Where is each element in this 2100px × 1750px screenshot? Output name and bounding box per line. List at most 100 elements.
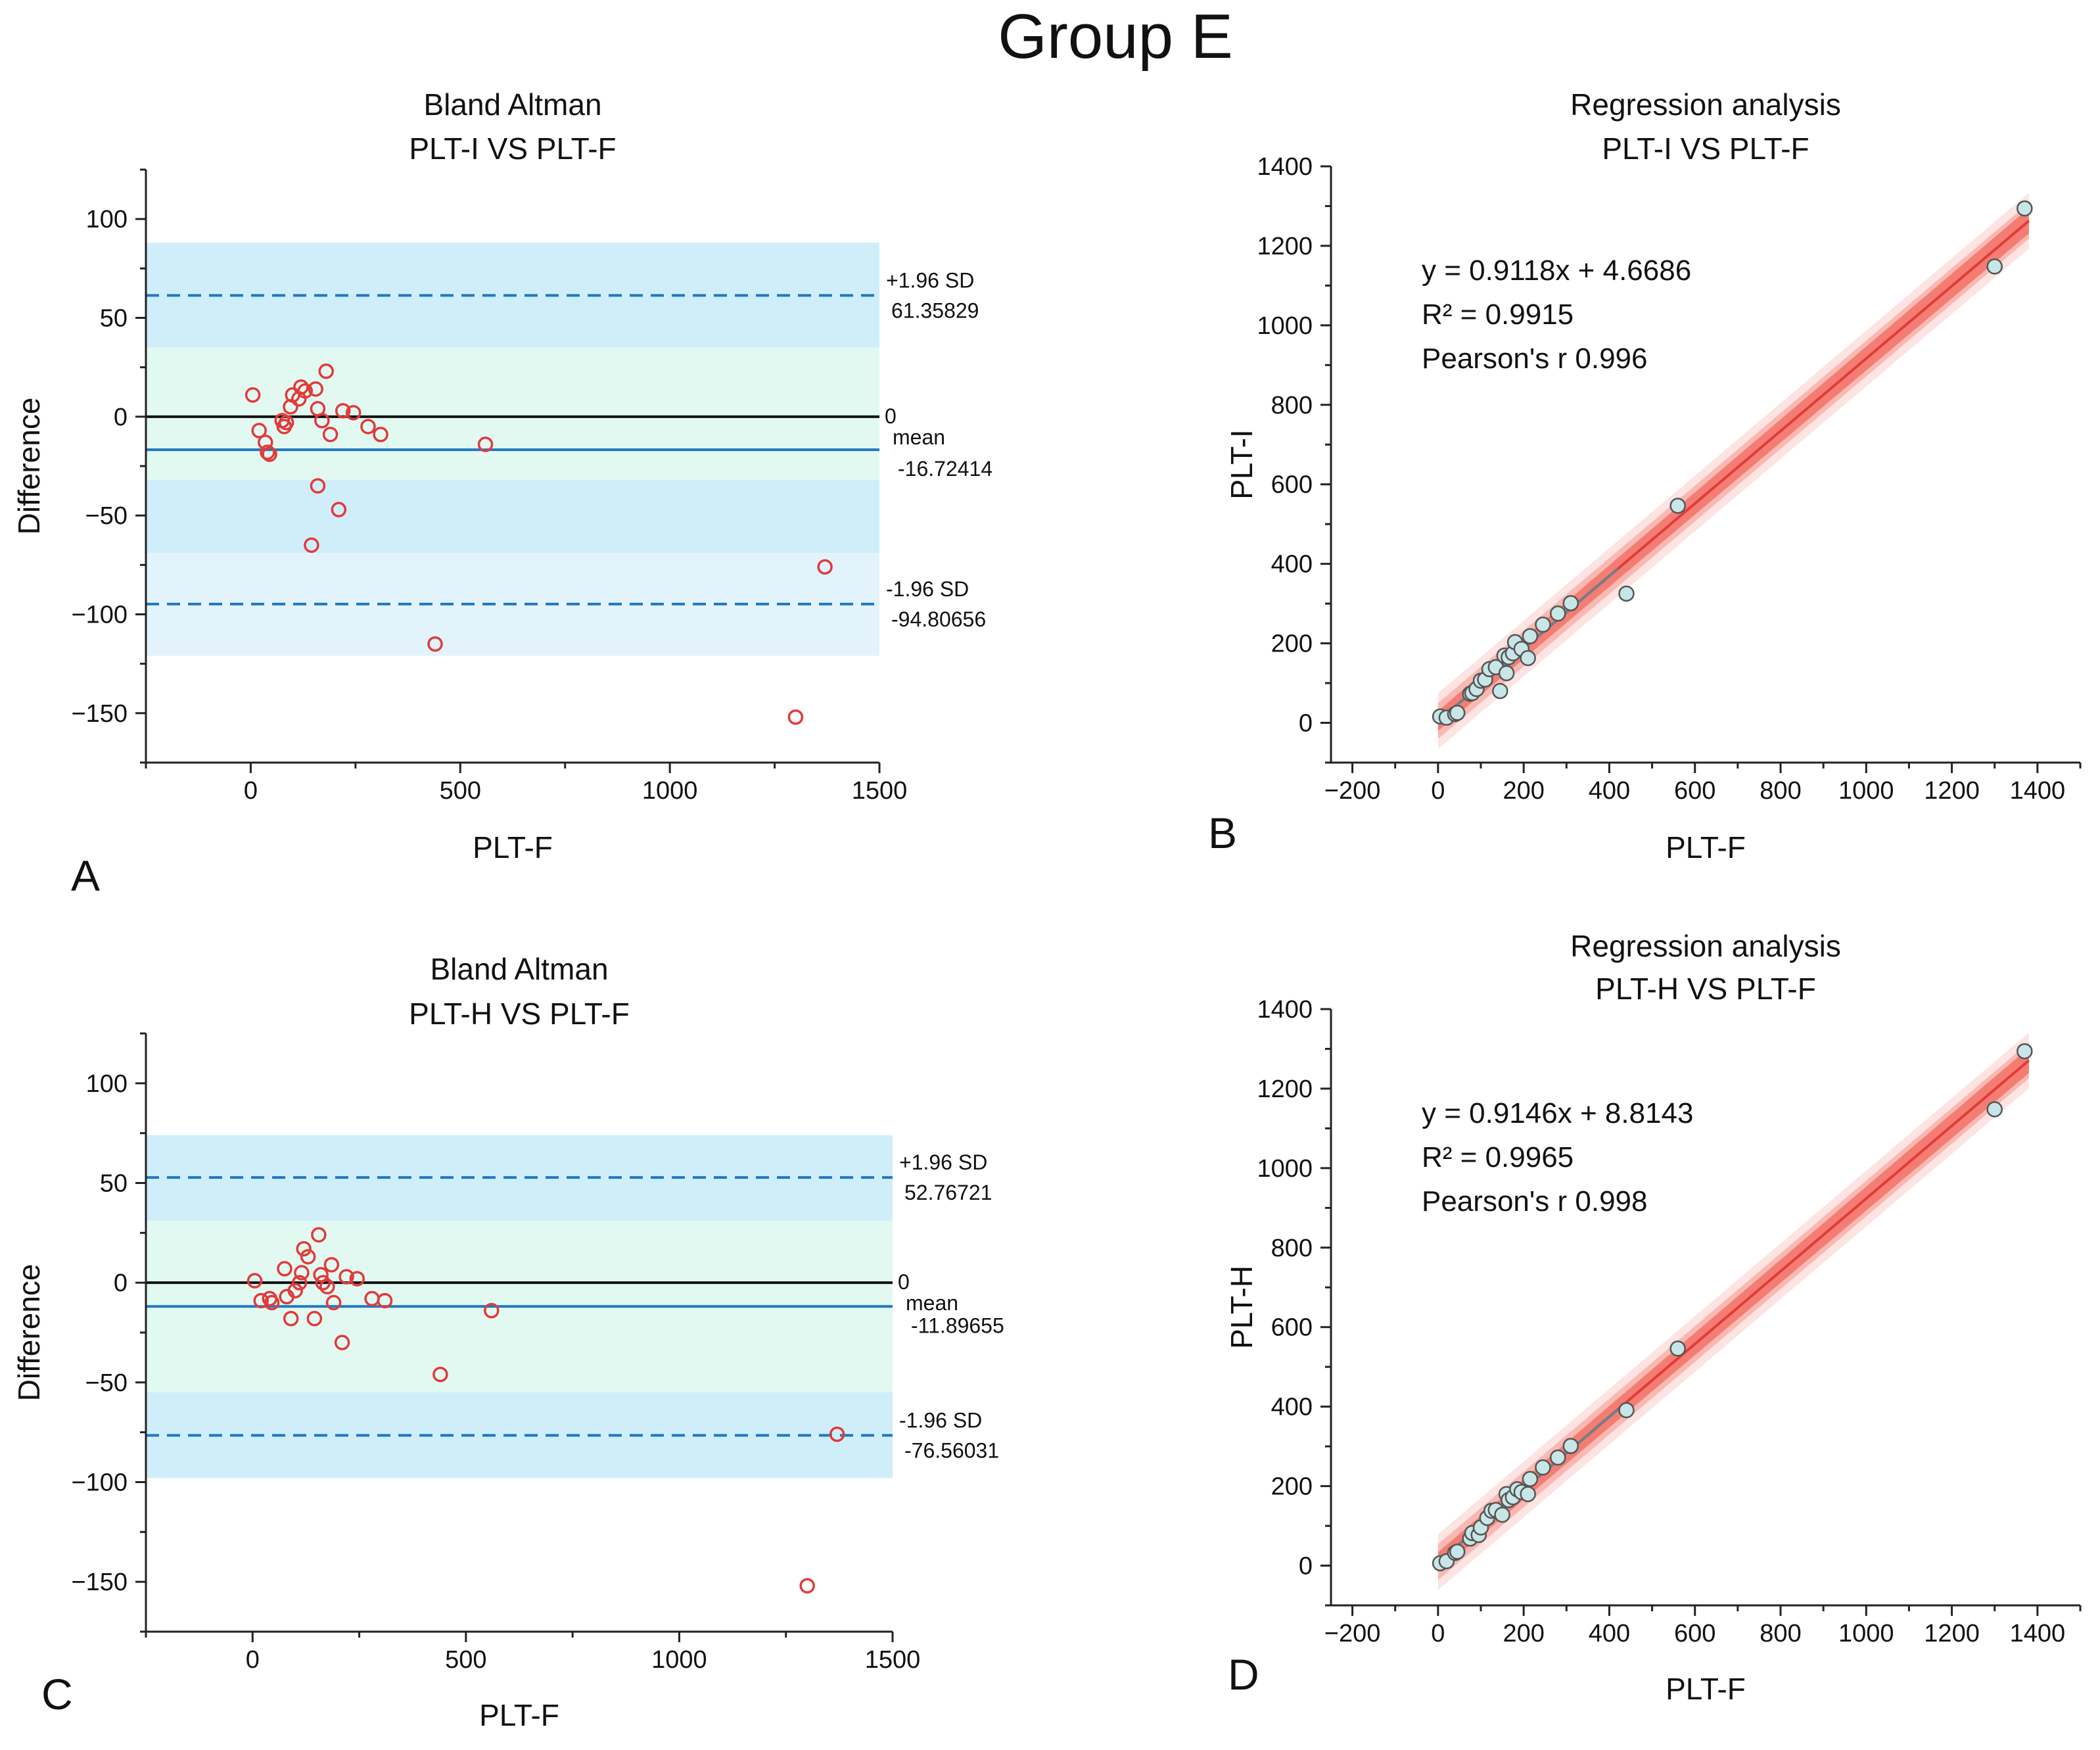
lower-loa-value: -76.56031 [904, 1438, 999, 1462]
data-point [264, 1294, 280, 1311]
data-point [1562, 1438, 1579, 1454]
y-tick-label: 600 [1271, 1314, 1313, 1342]
data-point [817, 559, 833, 575]
r-squared: R² = 0.9965 [1422, 1141, 1574, 1173]
data-point [335, 403, 351, 419]
x-tick-label: 800 [1760, 1620, 1801, 1647]
data-point [1522, 628, 1539, 644]
x-tick-label: 1500 [865, 1646, 921, 1674]
data-point [262, 446, 277, 462]
data-point [373, 427, 388, 442]
x-axis-label: PLT-F [1666, 830, 1746, 864]
panel-title: Regression analysis [1570, 929, 1841, 963]
upper-loa-title: +1.96 SD [899, 1150, 987, 1174]
data-point [251, 423, 267, 438]
y-tick-label: −100 [71, 1469, 128, 1497]
data-point [349, 1271, 365, 1287]
data-point [296, 1241, 312, 1257]
data-point [787, 709, 804, 725]
y-tick-label: 600 [1271, 471, 1313, 499]
plot-area [1432, 1032, 2033, 1590]
x-tick-label: 500 [440, 777, 481, 805]
upper-loa-value: 61.35829 [891, 298, 979, 322]
y-axis-label: Difference [12, 398, 46, 535]
panel-subtitle: PLT-I VS PLT-F [1602, 131, 1809, 166]
data-point [315, 1275, 331, 1290]
x-tick-label: 800 [1760, 777, 1801, 805]
x-tick-label: 1400 [2010, 1620, 2066, 1647]
y-axis-label: PLT-H [1225, 1265, 1259, 1349]
plot-area [146, 1135, 893, 1594]
data-point [345, 405, 362, 421]
data-point [322, 427, 338, 442]
x-axis-label: PLT-F [1666, 1672, 1746, 1706]
y-axis-label: PLT-I [1225, 429, 1259, 500]
y-tick-label: 1400 [1257, 996, 1313, 1024]
y-tick-label: −100 [71, 602, 128, 629]
data-point [1498, 665, 1515, 682]
x-axis-label: PLT-F [473, 830, 553, 864]
y-tick-label: 1200 [1257, 233, 1313, 260]
x-tick-label: 0 [244, 777, 258, 805]
x-tick-label: 200 [1503, 777, 1544, 805]
x-axis-label: PLT-F [479, 1698, 559, 1732]
y-tick-label: 400 [1271, 551, 1313, 579]
x-tick-label: 400 [1589, 777, 1630, 805]
data-point [477, 437, 494, 452]
data-point [1562, 595, 1579, 611]
data-point [260, 444, 275, 460]
data-point [1618, 1402, 1635, 1419]
data-point [1550, 1449, 1566, 1466]
y-tick-label: 0 [1299, 1553, 1313, 1580]
data-point [283, 1311, 299, 1327]
x-tick-label: 1000 [642, 777, 698, 805]
data-point [1986, 1101, 2003, 1118]
plot-area [146, 243, 879, 725]
mean-title: mean [906, 1291, 958, 1315]
data-point [331, 502, 347, 517]
data-point [310, 478, 326, 494]
band [146, 347, 879, 481]
y-tick-label: 200 [1271, 630, 1313, 658]
data-point [319, 1279, 335, 1294]
y-tick-label: 50 [100, 305, 128, 333]
panel-letter: D [1228, 1650, 1259, 1699]
data-point [278, 415, 294, 431]
mean-value: -11.89655 [911, 1313, 1004, 1337]
data-point [1449, 705, 1466, 721]
panel-letter: A [71, 851, 100, 900]
data-point [311, 1227, 327, 1243]
figure-title: Group E [998, 1, 1233, 72]
data-point [277, 1261, 292, 1277]
x-tick-label: −200 [1324, 1620, 1381, 1647]
data-point [253, 1292, 269, 1309]
data-point [1520, 650, 1536, 667]
regression-equation: y = 0.9118x + 4.6686 [1422, 254, 1691, 287]
lower-loa-value: -94.80656 [891, 607, 986, 631]
x-tick-label: 1000 [1838, 1620, 1894, 1647]
y-axis-label: Difference [12, 1264, 46, 1402]
data-point [325, 1294, 342, 1311]
y-tick-label: 400 [1271, 1394, 1313, 1421]
data-point [799, 1578, 815, 1594]
data-point [1494, 1506, 1510, 1523]
regression-equation: y = 0.9146x + 8.8143 [1422, 1097, 1693, 1129]
data-point [318, 363, 334, 379]
data-point [1986, 258, 2003, 275]
data-point [360, 419, 376, 435]
data-point [304, 537, 319, 554]
x-tick-label: 1400 [2010, 777, 2066, 805]
panel-letter: B [1208, 809, 1237, 857]
data-point [1492, 682, 1508, 699]
x-tick-label: 600 [1674, 777, 1715, 805]
panel-subtitle: PLT-I VS PLT-F [409, 131, 616, 166]
data-point [246, 1273, 263, 1289]
data-point [1520, 1486, 1536, 1502]
y-tick-label: −150 [71, 700, 128, 728]
data-point [291, 1275, 308, 1290]
data-point [308, 381, 324, 397]
data-point [377, 1292, 393, 1309]
x-tick-label: 0 [246, 1646, 260, 1674]
